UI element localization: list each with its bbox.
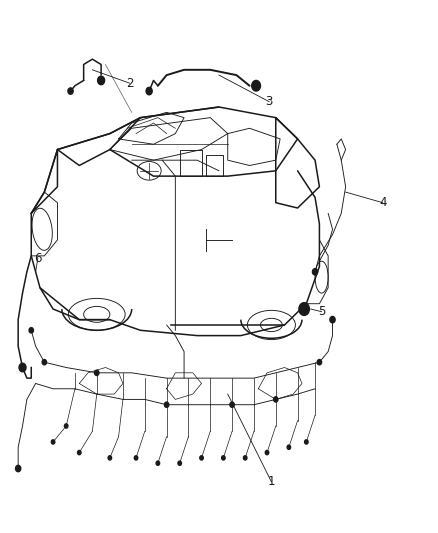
Text: 2: 2 [126, 77, 133, 90]
Circle shape [274, 397, 278, 402]
Circle shape [64, 424, 68, 428]
Circle shape [244, 456, 247, 460]
Circle shape [156, 461, 159, 465]
Circle shape [304, 440, 308, 444]
Circle shape [134, 456, 138, 460]
Text: 5: 5 [318, 305, 325, 318]
Circle shape [78, 450, 81, 455]
Circle shape [15, 465, 21, 472]
Circle shape [299, 303, 309, 316]
Circle shape [29, 328, 33, 333]
Circle shape [108, 456, 112, 460]
Circle shape [287, 445, 290, 449]
Circle shape [164, 402, 169, 407]
Circle shape [42, 360, 46, 365]
Circle shape [146, 87, 152, 95]
Circle shape [178, 461, 181, 465]
Circle shape [312, 269, 318, 275]
Circle shape [95, 370, 99, 375]
Text: 6: 6 [34, 252, 42, 265]
Circle shape [330, 317, 335, 323]
Circle shape [51, 440, 55, 444]
Circle shape [317, 360, 321, 365]
Circle shape [98, 76, 105, 85]
Text: 4: 4 [379, 196, 386, 209]
Circle shape [252, 80, 261, 91]
Text: 1: 1 [268, 475, 275, 488]
Circle shape [68, 88, 73, 94]
Circle shape [19, 364, 26, 372]
Circle shape [265, 450, 269, 455]
Circle shape [230, 402, 234, 407]
Text: 3: 3 [265, 95, 273, 108]
Circle shape [222, 456, 225, 460]
Circle shape [200, 456, 203, 460]
